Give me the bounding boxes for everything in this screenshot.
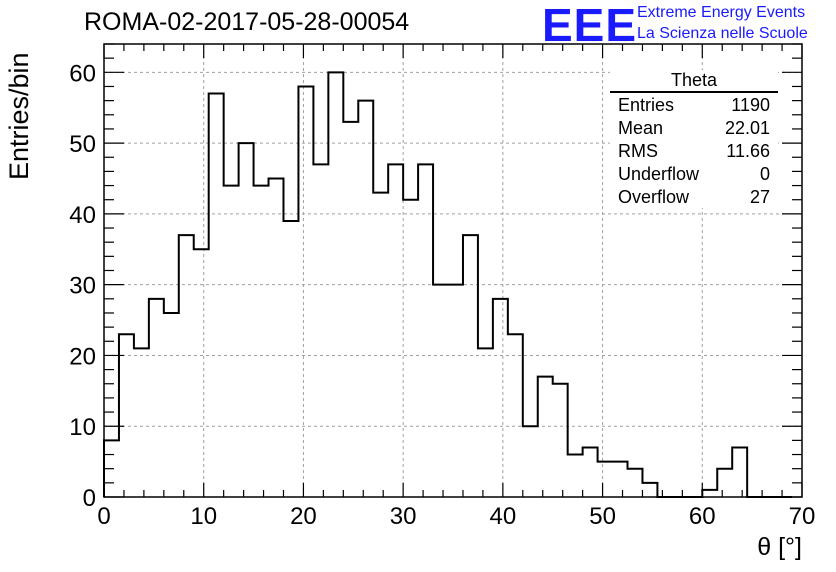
histogram-bin	[628, 469, 643, 497]
histogram-bin	[598, 462, 613, 497]
y-tick-label: 50	[69, 131, 96, 158]
histogram-series	[103, 71, 793, 498]
x-tick-label: 40	[490, 503, 517, 530]
y-axis-label: Entries/bin	[4, 52, 34, 180]
histogram-bin	[194, 249, 209, 497]
histogram-bin	[568, 455, 583, 497]
histogram-bin	[313, 164, 328, 497]
histogram-bin	[269, 178, 284, 497]
logo-line-2: La Scienza nelle Scuole	[637, 25, 808, 42]
histogram-bin	[463, 235, 478, 497]
histogram-bin	[508, 334, 523, 497]
histogram-bin	[478, 348, 493, 497]
histogram-bin	[149, 299, 164, 497]
histogram-bin	[493, 299, 508, 497]
y-tick-label: 20	[69, 343, 96, 370]
histogram-line	[103, 71, 793, 498]
histogram-bin	[418, 164, 433, 497]
stats-title: Theta	[610, 70, 778, 93]
histogram-bin	[642, 483, 657, 497]
stats-key: Mean	[618, 118, 664, 138]
histogram-bin	[553, 384, 568, 497]
histogram-bin	[433, 285, 448, 497]
x-tick-label: 10	[190, 503, 217, 530]
logo-line-1: Extreme Energy Events	[637, 4, 806, 21]
y-tick-label: 40	[69, 202, 96, 229]
stats-value: 1190	[731, 95, 770, 115]
x-tick-label: 70	[789, 503, 816, 530]
stats-key: Entries	[618, 95, 675, 115]
histogram-bin	[179, 235, 194, 497]
stats-box: Theta Entries 1190 Mean 22.01 RMS 11.66 …	[610, 70, 778, 208]
histogram-bin	[328, 72, 343, 497]
histogram-bin	[717, 469, 732, 497]
histogram-bin	[613, 462, 628, 497]
histogram-bin	[119, 334, 134, 497]
histogram-bin	[583, 447, 598, 497]
histogram-bin	[254, 186, 269, 497]
stats-value: 0	[759, 164, 770, 184]
histogram-bin	[134, 348, 149, 497]
stats-key: Overflow	[618, 187, 690, 207]
histogram-bin	[388, 164, 403, 497]
x-tick-label: 20	[290, 503, 317, 530]
histogram-bin	[298, 86, 313, 497]
histogram-bin	[702, 490, 717, 497]
histogram-bin	[283, 221, 298, 497]
histogram-bin	[224, 186, 239, 497]
histogram-bin	[403, 200, 418, 497]
x-tick-label: 50	[589, 503, 616, 530]
histogram-bin	[373, 193, 388, 497]
stats-value: 27	[749, 187, 770, 207]
x-tick-label: 30	[390, 503, 417, 530]
stats-row-mean: Mean 22.01	[610, 116, 778, 139]
stats-row-underflow: Underflow 0	[610, 162, 778, 185]
x-tick-label: 60	[689, 503, 716, 530]
stats-key: Underflow	[618, 164, 700, 184]
stats-row-overflow: Overflow 27	[610, 185, 778, 208]
x-axis-label: θ [°]	[757, 533, 802, 561]
histogram-bin	[164, 313, 179, 497]
stats-row-rms: RMS 11.66	[610, 139, 778, 162]
histogram-bin	[239, 143, 254, 497]
y-tick-label: 10	[69, 414, 96, 441]
eee-logo: EEE	[542, 0, 638, 51]
chart-title: ROMA-02-2017-05-28-00054	[84, 8, 410, 36]
y-tick-label: 60	[69, 60, 96, 87]
histogram-bin	[343, 122, 358, 497]
stats-key: RMS	[618, 141, 658, 161]
stats-row-entries: Entries 1190	[610, 93, 778, 116]
x-tick-label: 0	[97, 503, 110, 530]
y-tick-label: 0	[83, 485, 96, 512]
histogram-bin	[358, 101, 373, 497]
stats-value: 11.66	[726, 141, 770, 161]
y-tick-label: 30	[69, 273, 96, 300]
stats-value: 22.01	[724, 118, 770, 138]
histogram-bin	[732, 447, 747, 497]
histogram-bin	[523, 426, 538, 497]
histogram-bin	[538, 377, 553, 497]
histogram-bin	[448, 285, 463, 497]
histogram-bin	[209, 94, 224, 497]
axes: 0 10 20 30 40 50 60 70 0 10 20 30 40 50 60	[69, 43, 816, 530]
